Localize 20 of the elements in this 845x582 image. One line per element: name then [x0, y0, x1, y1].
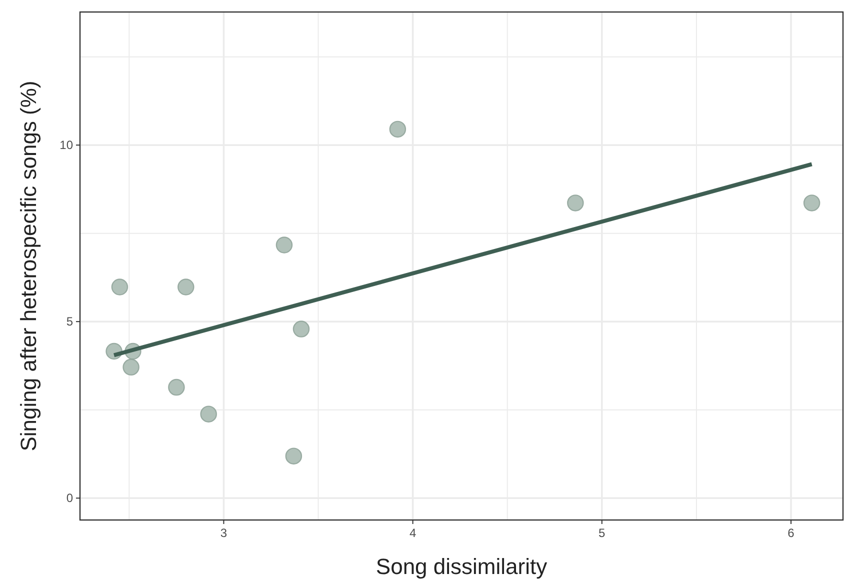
point — [292, 320, 310, 338]
x-tick-label: 3 — [220, 526, 228, 540]
y-axis-title: Singing after heterospecific songs (%) — [16, 80, 41, 452]
point — [567, 194, 584, 212]
point — [285, 448, 302, 464]
point — [178, 278, 194, 296]
y-tick-label: 5 — [66, 314, 74, 329]
x-tick-label: 6 — [788, 526, 795, 540]
point — [389, 120, 406, 138]
x-axis-title: Song dissimilarity — [376, 554, 548, 579]
y-tick-label: 0 — [66, 491, 74, 506]
y-tick-label: 10 — [60, 138, 74, 152]
x-tick-label: 5 — [598, 526, 606, 540]
point — [168, 378, 185, 396]
point — [803, 194, 820, 212]
point — [122, 358, 140, 376]
point — [200, 406, 217, 422]
point — [111, 278, 128, 296]
x-tick-label: 4 — [409, 526, 416, 540]
point — [276, 236, 293, 254]
